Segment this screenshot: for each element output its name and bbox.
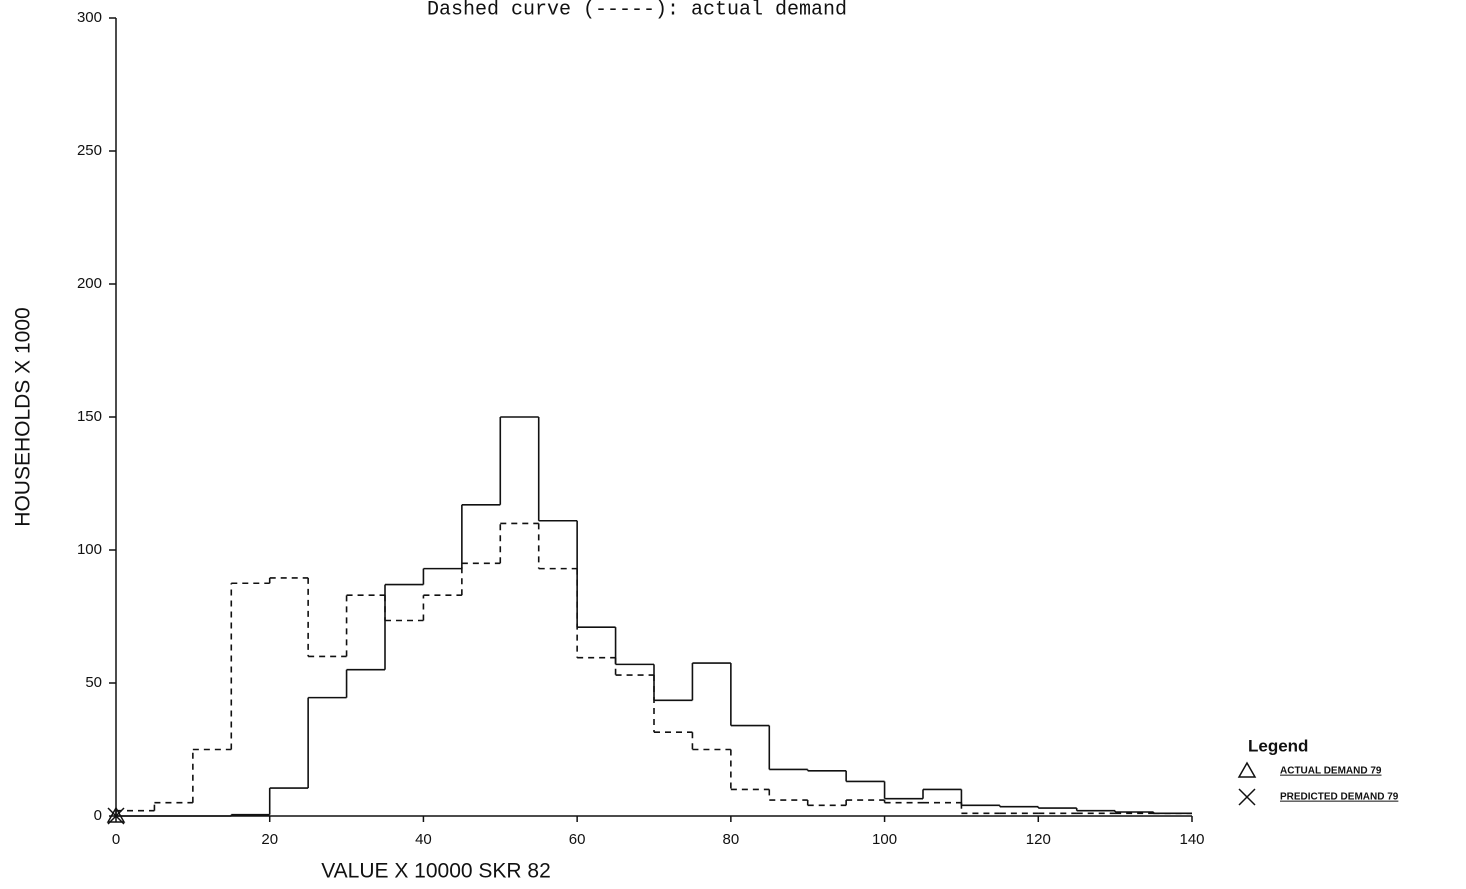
- x-tick-label: 0: [112, 831, 120, 848]
- legend-title: Legend: [1248, 736, 1308, 755]
- y-tick-label: 0: [94, 807, 102, 824]
- y-tick-label: 100: [77, 541, 102, 558]
- y-tick-label: 50: [85, 674, 102, 691]
- x-tick-label: 60: [569, 831, 586, 848]
- x-tick-label: 120: [1026, 831, 1051, 848]
- origin-marker: [107, 807, 125, 825]
- y-tick-label: 150: [77, 408, 102, 425]
- y-axis-title: HOUSEHOLDS X 1000: [12, 307, 35, 526]
- legend-label: ACTUAL DEMAND 79: [1280, 766, 1382, 777]
- x-tick-label: 20: [261, 831, 278, 848]
- y-tick-label: 200: [77, 275, 102, 292]
- legend-label: PREDICTED DEMAND 79: [1280, 792, 1399, 803]
- chart-title: Dashed curve (-----): actual demand: [427, 0, 847, 21]
- x-tick-label: 140: [1179, 831, 1204, 848]
- x-tick-label: 100: [872, 831, 897, 848]
- legend-marker: [1237, 761, 1257, 778]
- y-tick-label: 250: [77, 142, 102, 159]
- x-tick-label: 80: [723, 831, 740, 848]
- legend-marker: [1238, 788, 1256, 806]
- x-axis-title: VALUE X 10000 SKR 82: [321, 860, 551, 883]
- y-tick-label: 300: [77, 9, 102, 26]
- origin-marker: [106, 806, 126, 823]
- x-tick-label: 40: [415, 831, 432, 848]
